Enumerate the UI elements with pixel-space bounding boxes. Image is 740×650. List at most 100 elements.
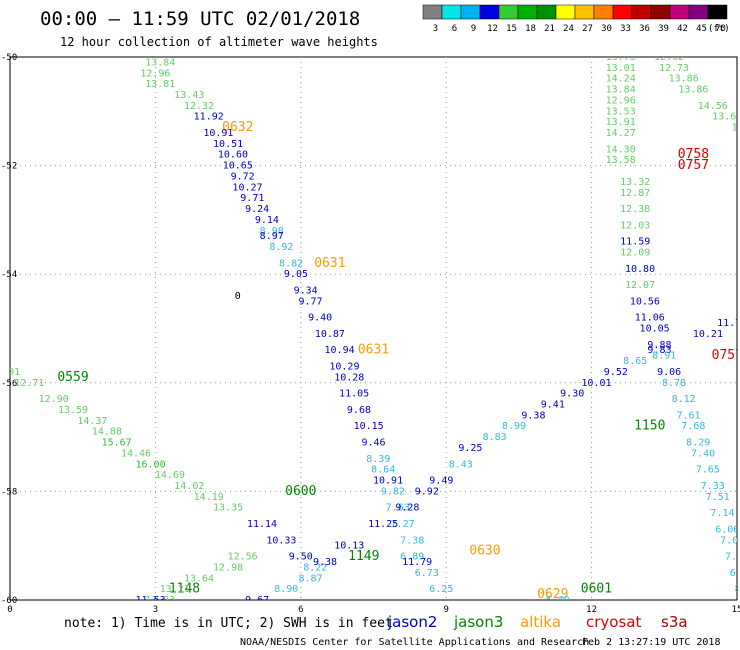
wave-height-label: 10.65: [223, 161, 253, 172]
wave-height-label: 7.09: [720, 535, 740, 546]
wave-height-label: 8.29: [686, 438, 710, 449]
wave-height-label: 6.73: [415, 568, 439, 579]
wave-height-label: 10.91: [373, 476, 403, 487]
wave-height-label: 13.73: [606, 52, 636, 63]
colorbar-label: 33: [620, 24, 631, 34]
wave-height-label: 13.84: [606, 85, 636, 96]
pass-time-label: 0629: [537, 587, 568, 602]
wave-height-label: 7.51: [706, 492, 730, 503]
wave-height-labels: 0632063106310630062905090510115105590600…: [0, 44, 740, 611]
wave-height-label: 14.24: [606, 74, 636, 85]
wave-height-colorbar: 3 6 9 12 15 18 21 24 27 30 33 36 39 42 45 70: [422, 4, 728, 34]
pass-time-label: 0757: [712, 348, 740, 363]
wave-height-label: 6.39: [730, 568, 740, 579]
wave-height-label: 9.83: [647, 345, 671, 356]
colorbar-swatch: [555, 4, 576, 20]
wave-height-label: 10.28: [334, 372, 364, 383]
wave-height-label: 9.38: [521, 410, 545, 421]
x-tick-label: 3: [153, 605, 158, 615]
wave-height-label: 13.53: [606, 106, 636, 117]
wave-height-label: 10.01: [581, 378, 611, 389]
wave-height-label: 13.32: [620, 177, 650, 188]
wave-height-label: 12.07: [625, 280, 655, 291]
colorbar-label: 15: [506, 24, 517, 34]
wave-height-label: 14.56: [698, 101, 728, 112]
wave-height-label: 13.93: [732, 123, 740, 134]
wave-height-label: 12.56: [228, 552, 258, 563]
wave-height-label: 6.40: [546, 595, 570, 606]
wave-height-label: 13.01: [0, 367, 20, 378]
pass-time-label: 0559: [57, 370, 88, 385]
wave-height-label: 12.87: [620, 188, 650, 199]
wave-height-label: 10.87: [315, 329, 345, 340]
x-tick-label: 0: [7, 605, 12, 615]
legend-altika: altika: [520, 613, 561, 631]
colorbar-swatch: [422, 4, 443, 20]
chart-title: 00:00 – 11:59 UTC 02/01/2018: [40, 8, 360, 30]
wave-height-label: 6.06: [715, 524, 739, 535]
wave-height-label: 14.02: [174, 481, 204, 492]
colorbar-swatch: [517, 4, 538, 20]
legend-jason2: jason2: [387, 613, 437, 631]
wave-height-label: 10.94: [325, 345, 355, 356]
wave-height-label: 12.38: [620, 204, 650, 215]
pass-time-label: 0509: [692, 44, 723, 59]
wave-height-label: 12.96: [140, 68, 170, 79]
wave-height-label: 8.91: [652, 351, 676, 362]
legend-s3a: s3a: [661, 613, 688, 631]
colorbar-label: 27: [582, 24, 593, 34]
wave-height-label: 11.73: [717, 318, 740, 329]
colorbar-swatch: [688, 4, 709, 20]
wave-height-label: 14.88: [92, 427, 122, 438]
colorbar-swatch: [612, 4, 633, 20]
pass-time-label: 0757: [678, 158, 709, 173]
wave-height-label: 7.14: [710, 508, 734, 519]
wave-height-label: 8.87: [298, 573, 322, 584]
legend-jason3: jason3: [453, 613, 503, 631]
colorbar-label: 9: [471, 24, 476, 34]
wave-height-label: 7.61: [676, 410, 700, 421]
x-tick-label: 12: [586, 605, 597, 615]
x-tick-label: 15: [732, 605, 740, 615]
wave-height-label: 12.73: [659, 63, 689, 74]
plot-frame: [9, 56, 738, 601]
wave-height-label: 7.65: [696, 465, 720, 476]
wave-height-label: 12.32: [184, 101, 214, 112]
wave-height-label: 9.72: [231, 171, 255, 182]
satellite-legend: jason2 jason3 altika cryosat s3a: [387, 613, 688, 631]
wave-height-label: 10.80: [625, 264, 655, 275]
wave-height-label: 14.19: [194, 492, 224, 503]
colorbar-swatch: [650, 4, 671, 20]
wave-height-label: 8.92: [269, 242, 293, 253]
grid-lines: [10, 57, 737, 600]
colorbar-swatch: [669, 4, 690, 20]
wave-height-label: 11.92: [194, 112, 224, 123]
wave-height-label: 14.27: [606, 128, 636, 139]
wave-height-label: 9.88: [647, 340, 671, 351]
wave-height-label: 9.06: [657, 367, 681, 378]
colorbar-swatch: [631, 4, 652, 20]
wave-height-label: 6.45: [449, 600, 473, 611]
y-tick-label: -58: [1, 487, 17, 497]
wave-height-label: 10.91: [203, 128, 233, 139]
wave-height-label: 13.84: [145, 57, 175, 68]
wave-height-label: 13.86: [669, 74, 699, 85]
wave-height-label: 9.49: [429, 476, 453, 487]
pass-time-label: 0630: [469, 544, 500, 559]
wave-height-label: 8.98: [260, 226, 284, 237]
wave-height-label: 8.90: [274, 584, 298, 595]
wave-height-label: 13.21: [160, 584, 190, 595]
wave-height-label: 9.25: [458, 443, 482, 454]
wave-height-label: 9.05: [284, 269, 308, 280]
wave-height-label: 9.14: [255, 215, 279, 226]
wave-height-label: 9.24: [245, 204, 269, 215]
wave-height-label: 8.64: [371, 465, 395, 476]
wave-height-label: 11.59: [620, 237, 650, 248]
colorbar-swatch: [593, 4, 614, 20]
wave-height-label: 11.05: [339, 389, 369, 400]
colorbar-label: 45: [696, 24, 707, 34]
chart-subtitle: 12 hour collection of altimeter wave hei…: [60, 35, 378, 49]
colorbar-label: 24: [563, 24, 574, 34]
wave-height-label: 11.53: [135, 595, 165, 606]
